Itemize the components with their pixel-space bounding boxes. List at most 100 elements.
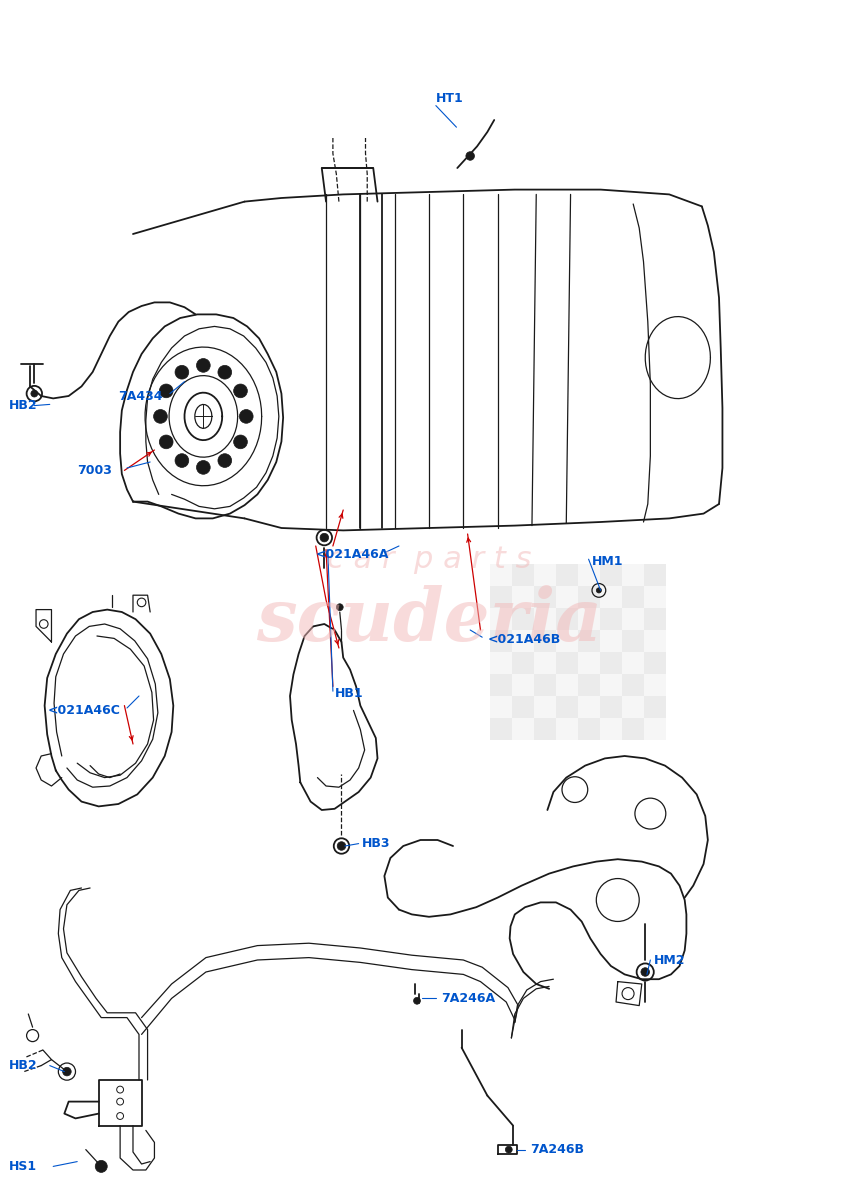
Bar	[578, 630, 600, 652]
Circle shape	[160, 436, 173, 449]
Bar	[512, 696, 534, 718]
Bar	[556, 718, 578, 740]
Circle shape	[63, 1067, 71, 1076]
Bar	[600, 586, 622, 608]
Bar	[556, 608, 578, 630]
Text: 7A246A: 7A246A	[441, 992, 495, 1004]
Circle shape	[175, 454, 189, 468]
Bar	[578, 608, 600, 630]
Text: HS1: HS1	[9, 1160, 37, 1172]
Circle shape	[233, 384, 247, 397]
Bar	[622, 586, 644, 608]
Bar	[490, 652, 512, 674]
Bar	[600, 674, 622, 696]
Bar	[600, 718, 622, 740]
Bar	[512, 608, 534, 630]
Bar	[600, 608, 622, 630]
Bar	[534, 652, 556, 674]
Bar	[644, 608, 666, 630]
Text: HB2: HB2	[9, 400, 37, 412]
Text: HT1: HT1	[436, 92, 463, 104]
Circle shape	[160, 384, 173, 397]
Bar	[644, 696, 666, 718]
Text: HM1: HM1	[592, 556, 624, 568]
Circle shape	[239, 409, 253, 424]
Bar	[622, 674, 644, 696]
Bar	[556, 586, 578, 608]
Bar	[512, 630, 534, 652]
Bar	[490, 608, 512, 630]
Circle shape	[233, 436, 247, 449]
Bar	[622, 608, 644, 630]
Bar	[534, 674, 556, 696]
Text: 7003: 7003	[77, 464, 112, 476]
Bar	[556, 630, 578, 652]
Text: <021A46A: <021A46A	[316, 548, 390, 560]
Circle shape	[466, 151, 474, 161]
Circle shape	[641, 967, 650, 977]
Bar	[534, 630, 556, 652]
Text: c a r  p a r t s: c a r p a r t s	[327, 546, 531, 575]
Bar	[534, 608, 556, 630]
Circle shape	[414, 997, 420, 1004]
Bar	[556, 564, 578, 586]
Bar	[600, 564, 622, 586]
Bar	[644, 630, 666, 652]
Bar	[578, 652, 600, 674]
Circle shape	[218, 454, 232, 468]
Bar	[600, 630, 622, 652]
Circle shape	[337, 841, 346, 851]
Bar	[512, 674, 534, 696]
Bar	[578, 696, 600, 718]
Bar	[622, 652, 644, 674]
Bar	[644, 652, 666, 674]
Bar	[644, 586, 666, 608]
Bar	[490, 630, 512, 652]
Circle shape	[336, 604, 343, 611]
Bar	[512, 586, 534, 608]
Circle shape	[196, 359, 210, 372]
Bar	[490, 718, 512, 740]
Circle shape	[31, 390, 38, 397]
Bar	[490, 674, 512, 696]
Bar	[644, 718, 666, 740]
Bar	[622, 696, 644, 718]
Circle shape	[154, 409, 167, 424]
Bar	[512, 718, 534, 740]
Bar	[644, 674, 666, 696]
Circle shape	[95, 1160, 107, 1172]
Text: scuderia: scuderia	[256, 584, 602, 655]
Bar	[512, 652, 534, 674]
Bar	[644, 564, 666, 586]
Text: HM2: HM2	[654, 954, 686, 966]
Bar	[534, 586, 556, 608]
Bar	[534, 564, 556, 586]
Bar	[490, 564, 512, 586]
Bar	[622, 630, 644, 652]
Circle shape	[175, 365, 189, 379]
Circle shape	[505, 1146, 512, 1153]
Text: HB1: HB1	[335, 688, 363, 700]
Text: HB2: HB2	[9, 1060, 37, 1072]
Text: <021A46C: <021A46C	[47, 704, 120, 716]
Bar	[578, 564, 600, 586]
Bar	[556, 674, 578, 696]
Bar	[622, 564, 644, 586]
Bar	[556, 652, 578, 674]
Bar	[578, 718, 600, 740]
Bar	[512, 564, 534, 586]
Circle shape	[218, 365, 232, 379]
Bar	[600, 696, 622, 718]
Bar	[490, 696, 512, 718]
Text: HB3: HB3	[362, 838, 390, 850]
Circle shape	[320, 533, 329, 542]
Circle shape	[596, 588, 601, 593]
Bar	[622, 718, 644, 740]
Text: 7A434: 7A434	[118, 390, 163, 402]
Bar	[556, 696, 578, 718]
Bar	[534, 696, 556, 718]
Bar	[534, 718, 556, 740]
Text: 7A246B: 7A246B	[530, 1144, 584, 1156]
Bar	[578, 674, 600, 696]
Bar	[600, 652, 622, 674]
